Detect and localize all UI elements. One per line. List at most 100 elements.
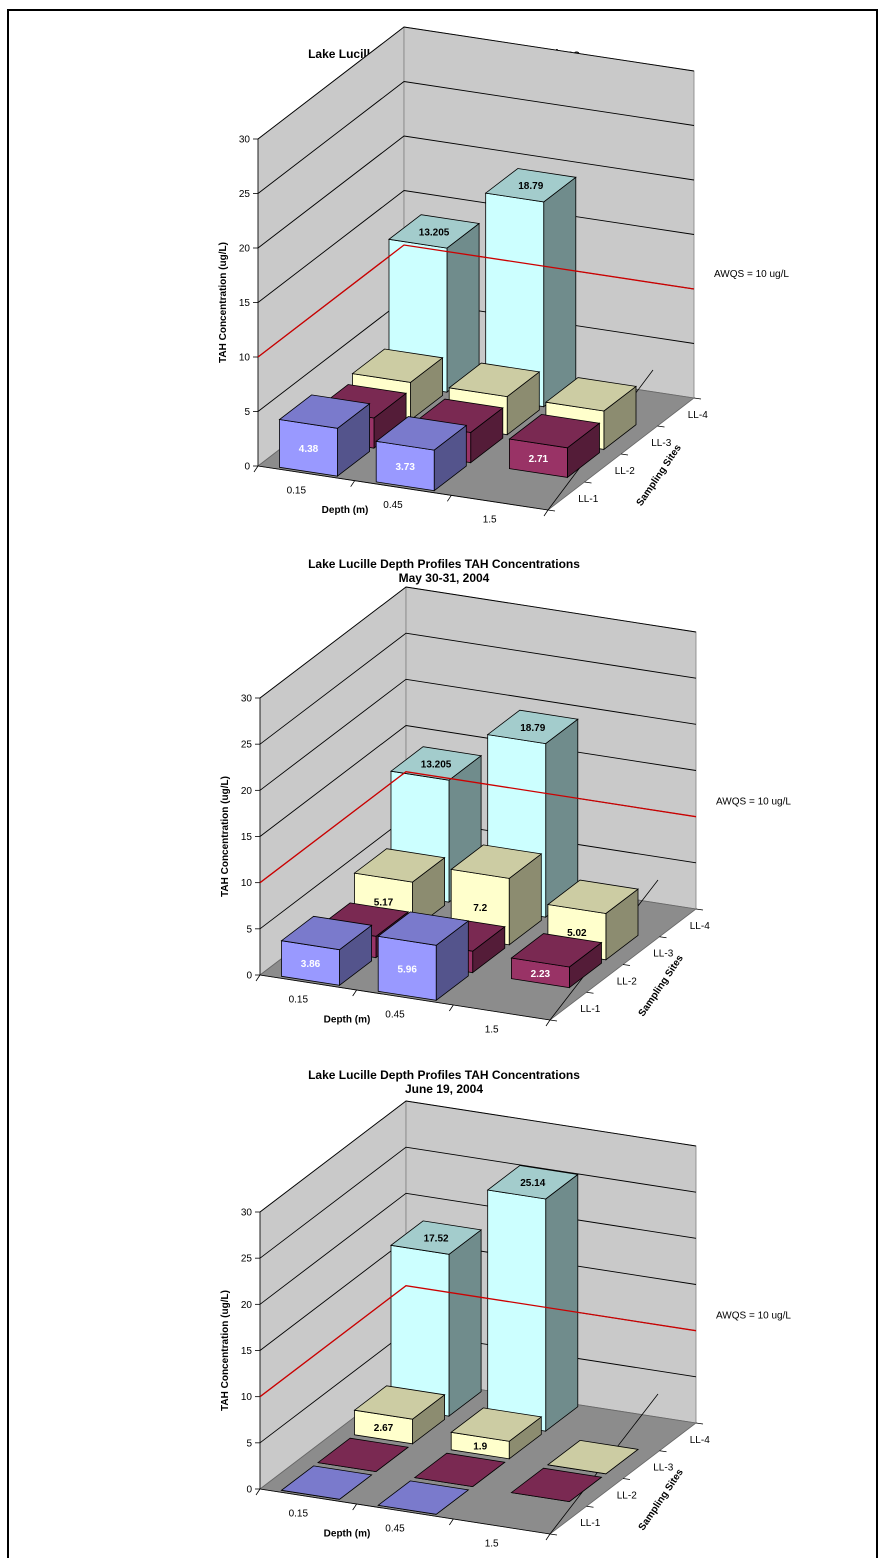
x-tick-label: 0.15 xyxy=(289,995,309,1006)
bar-side xyxy=(543,176,577,408)
y-tick-label: 30 xyxy=(241,694,253,705)
chart-may-30-31: Lake Lucille Depth Profiles TAH Concentr… xyxy=(220,557,791,1036)
y-axis-label: TAH Concentration (ug/L) xyxy=(220,776,231,897)
z-tick-mark xyxy=(657,425,665,428)
y-tick-label: 5 xyxy=(246,1438,252,1449)
x-tick-mark xyxy=(255,1488,261,1496)
bar-ll-2-1.5: 2.71 xyxy=(508,413,601,479)
x-axis-line xyxy=(257,465,549,511)
bar-top xyxy=(546,879,639,914)
y-tick-label: 15 xyxy=(241,1346,253,1357)
z-tick-mark xyxy=(620,453,629,456)
awqs-label: AWQS = 10 ug/L xyxy=(716,1311,791,1322)
z-tick-label: LL-1 xyxy=(580,1004,600,1015)
bar-top xyxy=(450,1407,543,1442)
bar-side xyxy=(448,1229,482,1417)
z-tick-label: LL-2 xyxy=(617,976,637,987)
bar-top xyxy=(486,709,579,745)
y-tick-label: 25 xyxy=(241,740,253,751)
x-axis-label: Depth (m) xyxy=(322,505,369,516)
bar-ll-1-0.45: 3.73 xyxy=(375,416,468,492)
bar-top xyxy=(377,911,470,946)
data-label: 13.205 xyxy=(419,227,450,238)
awqs-label: AWQS = 10 ug/L xyxy=(714,269,789,280)
y-tick-label: 20 xyxy=(241,1300,253,1311)
data-label: 17.52 xyxy=(424,1234,449,1245)
bar-ll-1-0.15: 3.86 xyxy=(280,915,373,987)
x-tick-label: 0.45 xyxy=(385,1010,405,1021)
y-tick-label: 30 xyxy=(241,1208,253,1219)
gridline xyxy=(257,190,695,303)
bar-top xyxy=(450,844,543,879)
x-tick-mark xyxy=(352,1503,357,1511)
x-axis-label: Depth (m) xyxy=(324,1529,371,1540)
bar-ll-4-0.15: 17.52 xyxy=(390,1220,483,1417)
data-label: 2.67 xyxy=(374,1423,394,1434)
x-axis-line xyxy=(259,974,551,1021)
data-label: 2.71 xyxy=(529,454,549,465)
z-tick-label: LL-4 xyxy=(690,921,710,932)
z-tick-mark xyxy=(622,1478,631,1480)
chart-june-19: Lake Lucille Depth Profiles TAH Concentr… xyxy=(220,1068,791,1550)
x-tick-mark xyxy=(545,1533,551,1541)
z-tick-mark xyxy=(659,936,667,939)
data-label: 18.79 xyxy=(520,723,545,734)
bar-top xyxy=(486,1165,579,1200)
z-tick-mark xyxy=(659,1450,667,1453)
bar-top xyxy=(546,1439,639,1475)
z-tick-mark xyxy=(695,1422,704,1425)
y-tick-label: 5 xyxy=(244,407,250,418)
y-tick-label: 20 xyxy=(241,786,253,797)
data-label: 3.86 xyxy=(301,959,321,970)
gridline xyxy=(259,1192,697,1305)
bar-top xyxy=(448,362,541,398)
gridline xyxy=(257,26,695,140)
y-tick-label: 0 xyxy=(244,462,250,473)
chart-subtitle: June 19, 2004 xyxy=(405,1082,483,1096)
chart-may-8: Lake Lucille Depth Profiles TAH Concentr… xyxy=(218,26,789,526)
x-tick-label: 0.45 xyxy=(385,1524,405,1535)
y-tick-label: 30 xyxy=(239,135,251,146)
x-tick-mark xyxy=(255,974,261,982)
z-tick-label: LL-2 xyxy=(615,466,635,477)
x-tick-mark xyxy=(449,1004,454,1012)
data-label: 25.14 xyxy=(520,1178,545,1189)
y-tick-label: 0 xyxy=(246,971,252,982)
bar-ll-2-1.5 xyxy=(510,1467,603,1503)
y-tick-label: 15 xyxy=(239,298,251,309)
z-tick-label: LL-4 xyxy=(690,1435,710,1446)
chart-title: Lake Lucille Depth Profiles TAH Concentr… xyxy=(308,1068,580,1082)
y-tick-label: 20 xyxy=(239,244,251,255)
bar-top xyxy=(390,746,483,781)
z-tick-label: LL-2 xyxy=(617,1490,637,1501)
bar-ll-2-0.45 xyxy=(413,1452,506,1488)
bar-ll-4-0.45: 18.79 xyxy=(484,168,577,408)
y-tick-label: 10 xyxy=(241,1392,253,1403)
x-tick-mark xyxy=(447,495,452,502)
z-tick-mark xyxy=(695,908,704,911)
bar-ll-2-0.15 xyxy=(317,1437,410,1473)
x-tick-label: 1.5 xyxy=(483,515,497,526)
bar-top xyxy=(508,413,601,449)
bar-ll-3-0.15: 2.67 xyxy=(353,1385,446,1445)
bar-top xyxy=(278,394,371,429)
y-tick-label: 25 xyxy=(239,189,251,200)
bar-ll-1-0.15 xyxy=(280,1465,373,1500)
z-tick-label: LL-3 xyxy=(651,438,671,449)
y-axis-label: TAH Concentration (ug/L) xyxy=(220,1290,231,1411)
bar-top xyxy=(317,1437,410,1473)
x-tick-label: 0.15 xyxy=(289,1509,309,1520)
z-axis-label: Sampling Sites xyxy=(637,953,686,1019)
x-tick-mark xyxy=(253,465,259,473)
bar-ll-1-0.15: 4.38 xyxy=(278,394,371,477)
bar-top xyxy=(544,377,637,412)
data-label: 3.73 xyxy=(395,462,415,473)
gridline xyxy=(259,678,697,791)
z-tick-label: LL-3 xyxy=(653,1463,673,1474)
bar-top xyxy=(390,1220,483,1255)
data-label: 7.2 xyxy=(473,903,487,914)
data-label: 2.23 xyxy=(531,969,551,980)
gridline xyxy=(259,586,697,699)
chart-subtitle: May 30-31, 2004 xyxy=(399,571,490,585)
z-tick-mark xyxy=(549,1019,558,1022)
